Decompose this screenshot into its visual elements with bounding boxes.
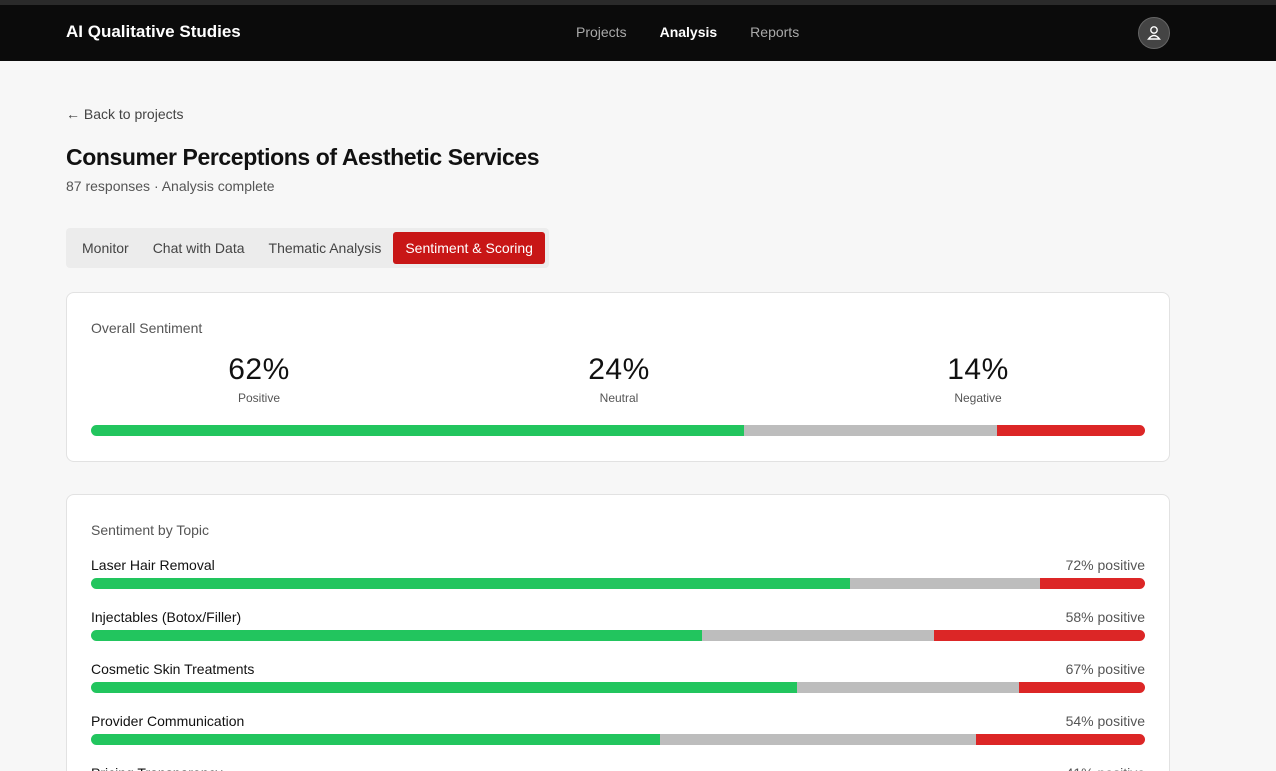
bar-segment	[91, 734, 661, 745]
bar-segment	[976, 734, 1145, 745]
topic-name: Injectables (Botox/Filler)	[91, 609, 242, 625]
topic-score: 41% positive	[1066, 765, 1145, 771]
nav-link[interactable]: Analysis	[659, 24, 718, 40]
topic-bar	[91, 682, 1145, 693]
card-title: Sentiment by Topic	[91, 522, 210, 538]
bar-segment	[91, 682, 798, 693]
bar-segment	[91, 425, 745, 436]
page-subtitle: 87 responses · Analysis complete	[66, 178, 275, 194]
nav-link[interactable]: Projects	[576, 24, 627, 40]
topic-score: 67% positive	[1065, 661, 1145, 677]
back-link[interactable]: ← Back to projects	[66, 106, 184, 122]
topic-bar	[91, 630, 1145, 641]
bar-segment	[934, 630, 1145, 641]
stat-caption: Positive	[237, 391, 281, 405]
stat-value: 14%	[947, 353, 1009, 386]
page-title: Consumer Perceptions of Aesthetic Servic…	[66, 144, 540, 170]
stat: 14% Negative	[878, 353, 1078, 405]
bar-segment	[91, 630, 703, 641]
tab-bar: Monitor Chat with Data Thematic Analysis Se…	[66, 228, 549, 268]
tab[interactable]: Monitor	[82, 240, 129, 256]
nav-link[interactable]: Reports	[750, 24, 800, 40]
brand[interactable]: AI Qualitative Studies	[66, 22, 241, 41]
bar-segment	[797, 682, 1019, 693]
topic-name: Cosmetic Skin Treatments	[91, 661, 255, 677]
bar-segment	[702, 630, 935, 641]
sentiment-bar	[91, 425, 1145, 436]
topic-bar	[91, 578, 1145, 589]
tab[interactable]: Thematic Analysis	[268, 240, 382, 256]
stat-value: 62%	[228, 353, 290, 386]
stat-caption: Negative	[954, 391, 1002, 405]
stat: 62% Positive	[159, 353, 359, 405]
overall-card: Overall Sentiment 62% Positive 24% Neutral 1…	[66, 292, 1170, 462]
bar-segment	[997, 425, 1145, 436]
topic-card: Sentiment by Topic Laser Hair Removal 72%…	[66, 494, 1170, 771]
card-title: Overall Sentiment	[91, 320, 203, 336]
user-avatar[interactable]	[1138, 17, 1170, 49]
topic-name: Provider Communication	[91, 713, 245, 729]
stat: 24% Neutral	[519, 353, 719, 405]
tab[interactable]: Chat with Data	[152, 240, 245, 256]
topic-score: 54% positive	[1065, 713, 1145, 729]
topic-bar	[91, 734, 1145, 745]
topic-score: 72% positive	[1065, 557, 1145, 573]
topic-name: Pricing Transparency	[91, 765, 223, 771]
bar-segment	[91, 578, 850, 589]
nav-links: Projects Analysis Reports	[576, 24, 799, 40]
tab[interactable]: Sentiment & Scoring	[393, 232, 545, 264]
bar-segment	[1018, 682, 1145, 693]
nav-bar: AI Qualitative Studies Projects Analysis R…	[0, 0, 1276, 61]
bar-segment	[849, 578, 1040, 589]
bar-segment	[660, 734, 977, 745]
stat-caption: Neutral	[599, 391, 639, 405]
user-icon	[1147, 26, 1161, 40]
bar-segment	[1039, 578, 1145, 589]
stat-value: 24%	[588, 353, 650, 386]
topic-name: Laser Hair Removal	[91, 557, 215, 573]
topic-score: 58% positive	[1065, 609, 1145, 625]
bar-segment	[744, 425, 998, 436]
